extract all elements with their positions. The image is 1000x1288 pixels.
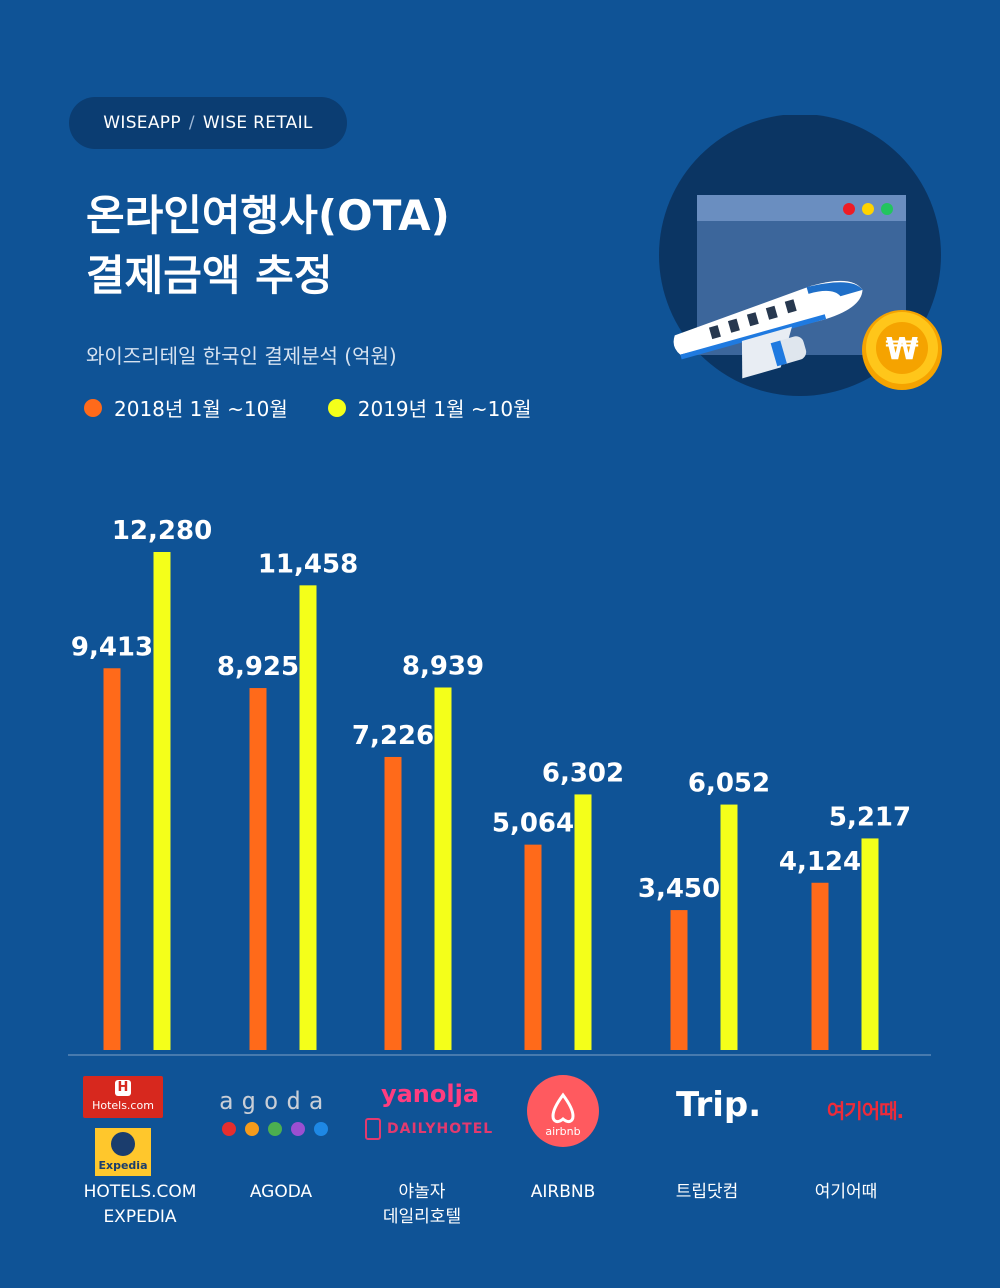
source-wiseapp: WISEAPP	[103, 113, 181, 133]
value-label-2018-3: 5,064	[492, 809, 574, 839]
bar-2019-1	[299, 585, 317, 1050]
category-label-line: 여기어때	[814, 1182, 878, 1202]
source-separator: /	[188, 113, 195, 133]
bar-2018-1	[249, 688, 267, 1050]
bar-2018-2	[384, 756, 402, 1050]
title-line-2: 결제금액 추정	[86, 251, 333, 300]
bar-2018-4	[670, 910, 688, 1050]
yeogi-logo: 여기어때.	[826, 1099, 904, 1123]
category-label-line: AIRBNB	[530, 1182, 596, 1202]
subtitle: 와이즈리테일 한국인 결제분석 (억원)	[86, 344, 397, 368]
legend-label-2019: 2019년 1월 ~10월	[357, 397, 532, 421]
legend-swatch-2018	[84, 398, 102, 417]
value-label-2018-1: 8,925	[217, 652, 299, 682]
legend-label-2018: 2018년 1월 ~10월	[114, 397, 288, 421]
category-label-airbnb: AIRBNB	[483, 1180, 643, 1205]
agoda-wordmark: agoda	[219, 1087, 332, 1115]
coin-symbol: ₩	[885, 332, 918, 367]
airbnb-symbol-icon	[551, 1092, 575, 1124]
bar-2018-5	[811, 882, 829, 1050]
dailyhotel-icon	[365, 1118, 381, 1140]
dailyhotel-logo: DAILYHOTEL	[365, 1118, 495, 1140]
category-label-line: 야놀자	[398, 1182, 446, 1202]
trip-wordmark: Trip.	[676, 1085, 762, 1125]
category-label-tripcom: 트립닷컴	[627, 1180, 787, 1205]
bar-2019-5	[861, 838, 879, 1050]
category-label-line: AGODA	[249, 1182, 313, 1202]
category-label-hotels-expedia: HOTELS.COM EXPEDIA	[60, 1180, 220, 1230]
airbnb-wordmark: airbnb	[545, 1125, 581, 1138]
category-label-yanolja-dailyhotel: 야놀자 데일리호텔	[342, 1180, 502, 1230]
page-title: 온라인여행사(OTA) 결제금액 추정	[86, 186, 450, 306]
category-label-line: HOTELS.COM	[83, 1182, 197, 1202]
hotels-com-logo: H Hotels.com	[83, 1076, 163, 1118]
value-label-2019-2: 8,939	[402, 651, 484, 681]
value-label-2019-4: 6,052	[688, 769, 770, 799]
bar-2019-0	[153, 552, 171, 1050]
value-label-2019-5: 5,217	[829, 802, 911, 832]
trip-logo: Trip.	[676, 1085, 766, 1125]
source-badge: WISEAPP / WISE RETAIL	[69, 97, 347, 149]
source-wiseretail: WISE RETAIL	[202, 113, 313, 133]
legend-item-2018: 2018년 1월 ~10월	[84, 393, 288, 422]
airbnb-logo: airbnb	[527, 1075, 599, 1147]
bars-group: 9,413 8,925 7,226 5,064 3,450 4,124 12,280 11,4…	[71, 516, 911, 1050]
bar-2018-3	[524, 844, 542, 1050]
dailyhotel-wordmark: DAILYHOTEL	[387, 1121, 494, 1137]
category-label-yeogi: 여기어때	[766, 1180, 926, 1205]
title-line-1: 온라인여행사(OTA)	[86, 191, 450, 240]
bar-2019-4	[720, 804, 738, 1050]
value-label-2019-0: 12,280	[112, 516, 212, 546]
expedia-wordmark: Expedia	[98, 1159, 148, 1172]
airplane-icon	[673, 280, 863, 379]
won-coin-icon: ₩	[862, 310, 942, 390]
agoda-logo: agoda	[219, 1086, 331, 1136]
travel-illustration: ₩	[659, 115, 942, 396]
category-label-line: 데일리호텔	[382, 1207, 462, 1227]
value-label-2018-5: 4,124	[779, 847, 861, 877]
value-label-2018-2: 7,226	[352, 721, 434, 751]
legend-swatch-2019	[327, 398, 346, 417]
agoda-dots-icon	[219, 1122, 331, 1136]
category-label-line: 트립닷컴	[675, 1182, 739, 1202]
chart-legend: 2018년 1월 ~10월 2019년 1월 ~10월	[84, 393, 532, 422]
bar-2019-3	[574, 794, 592, 1050]
value-label-2018-4: 3,450	[638, 874, 720, 904]
yanolja-logo: yanolja	[380, 1080, 480, 1108]
category-label-line: EXPEDIA	[103, 1207, 177, 1227]
expedia-logo: Expedia	[95, 1128, 151, 1176]
hotels-com-wordmark: Hotels.com	[92, 1099, 154, 1112]
expedia-globe-icon	[111, 1132, 135, 1156]
legend-item-2019: 2019년 1월 ~10월	[327, 393, 532, 422]
value-label-2018-0: 9,413	[71, 632, 153, 662]
bar-2019-2	[434, 687, 452, 1050]
value-label-2019-1: 11,458	[258, 549, 358, 579]
value-label-2019-3: 6,302	[542, 758, 624, 788]
hotels-h-icon: H	[115, 1080, 131, 1096]
bar-2018-0	[103, 668, 121, 1050]
category-label-agoda: AGODA	[201, 1180, 361, 1205]
